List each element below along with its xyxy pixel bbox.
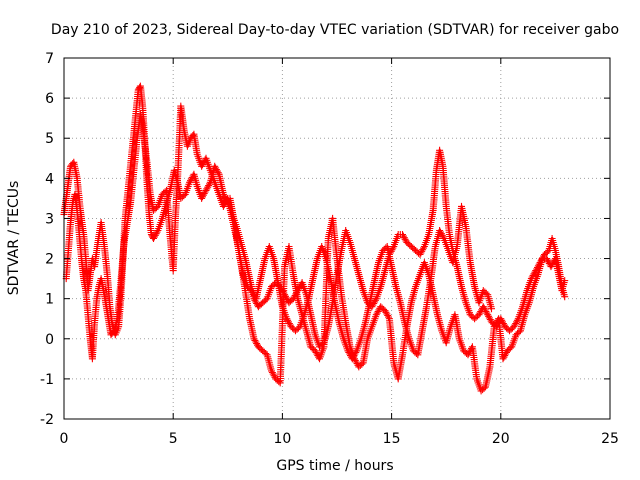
data-point-marker: [400, 234, 408, 242]
chart-title: Day 210 of 2023, Sidereal Day-to-day VTE…: [51, 22, 619, 38]
data-point-marker: [153, 228, 161, 236]
data-point-marker: [349, 353, 357, 361]
data-point-marker: [485, 312, 493, 320]
data-point-marker: [348, 355, 356, 363]
x-tick-label: 25: [601, 431, 619, 447]
x-tick-label: 15: [383, 431, 401, 447]
data-point-marker: [311, 347, 319, 355]
data-point-marker: [437, 230, 445, 238]
data-point-marker: [285, 320, 293, 327]
data-point-marker: [512, 320, 520, 327]
plot-frame: [63, 57, 611, 420]
x-axis-label: GPS time / hours: [276, 458, 393, 474]
data-point-marker: [268, 367, 275, 375]
data-point-marker: [420, 244, 427, 252]
data-point-marker: [371, 298, 379, 306]
x-tick-label: 0: [60, 431, 69, 447]
y-tick-label: 5: [45, 131, 54, 147]
data-point-marker: [438, 231, 446, 239]
y-tick-label: 6: [45, 91, 54, 107]
data-point-marker: [199, 193, 206, 201]
y-tick-label: 0: [45, 332, 54, 348]
data-point-marker: [345, 348, 353, 356]
data-point-marker: [268, 369, 276, 376]
data-point-marker: [212, 164, 220, 172]
x-tick-label: 10: [273, 431, 291, 447]
data-point-marker: [475, 311, 483, 319]
data-point-marker: [499, 355, 507, 363]
data-point-marker: [201, 188, 209, 196]
x-tick-label: 20: [492, 431, 510, 447]
data-point-marker: [109, 328, 117, 336]
data-point-marker: [373, 309, 381, 317]
data-point-marker: [202, 186, 210, 194]
y-tick-label: 3: [45, 211, 54, 227]
axis-ticks: 0 5 10 15 20 25 -2 -1 0 1 2 3 4 5 6 7: [40, 51, 619, 447]
data-point-marker: [198, 194, 206, 202]
data-point-marker: [384, 312, 392, 319]
data-point-marker: [488, 305, 495, 313]
data-point-marker: [152, 230, 160, 238]
data-point-marker: [151, 231, 159, 239]
y-tick-label: -2: [40, 412, 54, 428]
data-point-marker: [205, 182, 213, 190]
data-points-layer: [60, 82, 569, 395]
data-point-marker: [275, 378, 283, 386]
data-point-marker: [214, 169, 222, 177]
data-point-marker: [198, 162, 206, 170]
y-axis-label: SDTVAR / TECUs: [6, 181, 22, 296]
data-point-marker: [561, 293, 569, 301]
data-point-marker: [270, 372, 278, 380]
y-tick-label: 2: [45, 252, 54, 268]
data-point-marker: [385, 313, 392, 321]
y-tick-label: 1: [45, 292, 54, 308]
data-point-marker: [251, 336, 259, 344]
data-point-marker: [252, 338, 260, 346]
data-point-marker: [511, 321, 519, 329]
data-point-marker: [186, 178, 194, 186]
data-point-marker: [206, 180, 213, 188]
data-point-marker: [352, 348, 360, 356]
y-tick-label: 7: [45, 51, 54, 67]
series-track-c: [226, 194, 495, 363]
data-point-marker: [439, 233, 447, 241]
data-point-marker: [374, 308, 382, 315]
data-point-marker: [543, 255, 551, 263]
data-point-marker: [399, 232, 407, 240]
data-point-marker: [416, 251, 424, 258]
y-tick-label: -1: [40, 372, 54, 388]
series-track-b: [62, 102, 569, 395]
data-point-marker: [484, 311, 492, 319]
data-point-marker: [417, 249, 425, 257]
data-point-marker: [500, 353, 508, 361]
data-point-marker: [383, 310, 391, 318]
data-point-marker: [480, 304, 488, 312]
x-tick-label: 5: [169, 431, 178, 447]
y-tick-label: 4: [45, 171, 54, 187]
data-point-marker: [283, 315, 291, 323]
data-point-marker: [561, 277, 569, 285]
data-point-marker: [481, 306, 489, 314]
